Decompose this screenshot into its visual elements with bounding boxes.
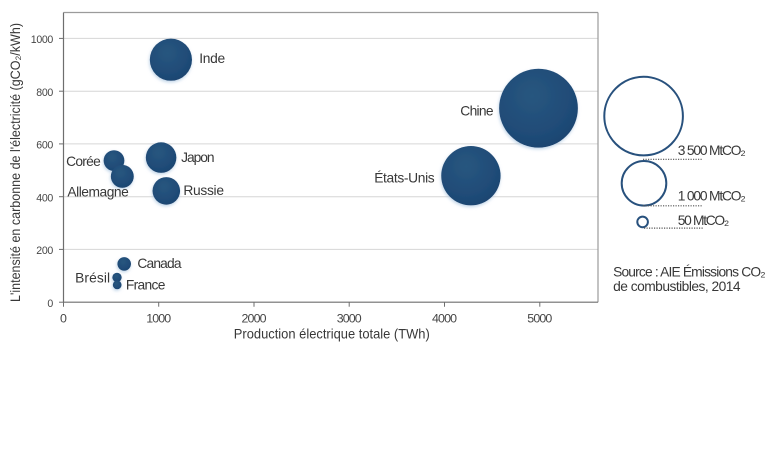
svg-text:Corée: Corée bbox=[66, 154, 101, 169]
svg-text:Inde: Inde bbox=[199, 51, 225, 66]
svg-text:600: 600 bbox=[36, 140, 53, 152]
svg-text:200: 200 bbox=[36, 245, 53, 257]
svg-text:Russie: Russie bbox=[183, 183, 224, 198]
svg-text:France: France bbox=[126, 277, 166, 292]
svg-text:0: 0 bbox=[60, 311, 67, 325]
svg-text:3 500 MtCO₂: 3 500 MtCO₂ bbox=[678, 143, 746, 158]
svg-text:Source : AIE Émissions CO₂: Source : AIE Émissions CO₂ bbox=[613, 263, 766, 279]
svg-text:Japon: Japon bbox=[181, 150, 214, 165]
svg-text:1000: 1000 bbox=[146, 311, 171, 325]
svg-text:Canada: Canada bbox=[137, 256, 181, 271]
svg-text:400: 400 bbox=[36, 192, 53, 204]
svg-text:50 MtCO₂: 50 MtCO₂ bbox=[678, 213, 730, 228]
svg-text:4000: 4000 bbox=[432, 311, 457, 325]
svg-text:2000: 2000 bbox=[242, 311, 267, 325]
svg-text:3000: 3000 bbox=[337, 311, 362, 325]
svg-text:États-Unis: États-Unis bbox=[374, 169, 435, 185]
svg-text:Production électrique totale (: Production électrique totale (TWh) bbox=[234, 327, 430, 342]
svg-text:L'intensité en carbonne de l'é: L'intensité en carbonne de l'électricité… bbox=[8, 23, 23, 302]
svg-text:0: 0 bbox=[47, 298, 53, 310]
svg-text:1 000 MtCO₂: 1 000 MtCO₂ bbox=[678, 189, 746, 204]
svg-text:5000: 5000 bbox=[527, 311, 552, 325]
svg-text:Allemagne: Allemagne bbox=[67, 184, 129, 199]
svg-text:800: 800 bbox=[36, 87, 53, 99]
svg-text:1000: 1000 bbox=[31, 34, 54, 46]
svg-text:Chine: Chine bbox=[460, 103, 494, 118]
svg-text:de combustibles, 2014: de combustibles, 2014 bbox=[613, 279, 741, 294]
svg-text:Brésil: Brésil bbox=[75, 270, 110, 285]
